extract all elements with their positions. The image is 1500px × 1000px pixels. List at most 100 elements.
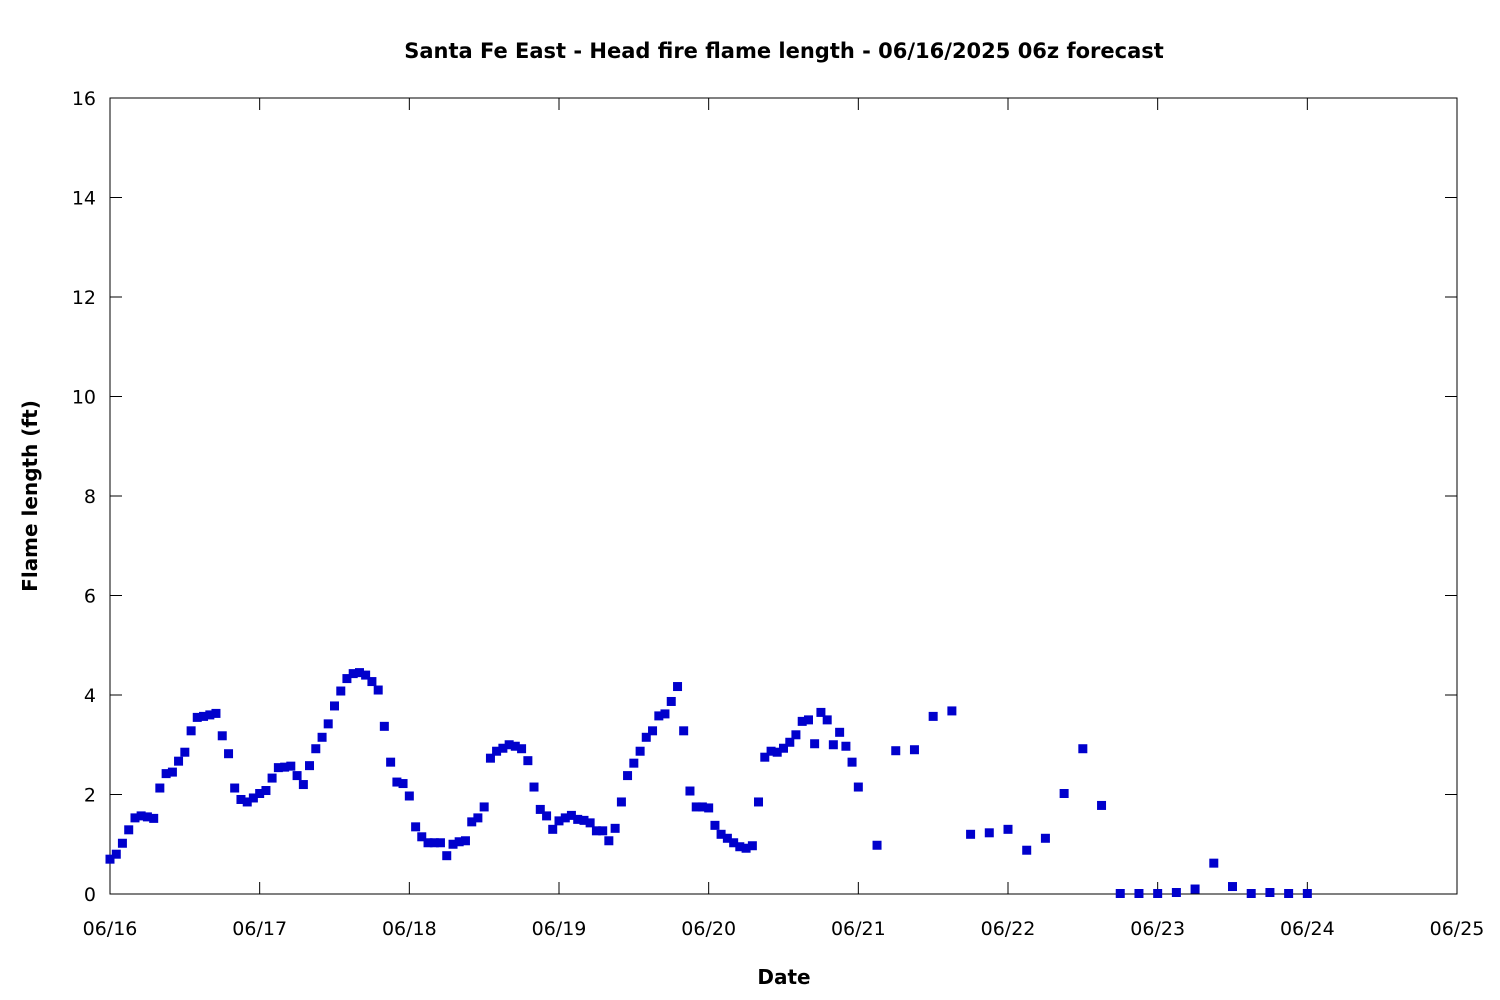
data-point [679,726,689,736]
y-tick-labels: 0 2 4 6 8 10 12 14 16 [72,88,96,906]
data-point [1246,889,1256,898]
data-point [766,746,776,756]
data-point [604,836,614,846]
data-point [591,826,601,836]
data-point [729,838,739,848]
y-tick-label: 6 [84,586,96,608]
data-point [149,813,159,823]
data-point [1171,888,1181,898]
data-point [479,802,489,812]
data-point [429,838,439,848]
data-point [311,744,321,754]
data-point [124,825,134,835]
x-tick-label: 06/21 [831,918,886,940]
data-point [442,851,452,861]
data-point [136,811,146,821]
data-point [735,842,745,852]
data-point [853,782,863,792]
data-point [523,756,533,766]
data-point [398,779,408,789]
x-tick-label: 06/20 [681,918,736,940]
data-point [760,752,770,762]
data-point [423,838,433,848]
y-tick-label: 14 [72,188,96,210]
data-point [1134,889,1144,898]
data-point [791,730,801,740]
data-point [448,839,458,849]
x-tick-label: 06/17 [232,918,287,940]
data-point [117,838,127,848]
data-point [211,708,221,718]
data-point [872,840,882,850]
data-point [548,824,558,834]
data-point [1190,884,1200,894]
data-point [473,813,483,823]
data-point [255,789,265,798]
data-point [111,849,121,859]
data-point [535,804,545,814]
data-point [1228,882,1237,892]
data-point [1302,889,1312,898]
data-point [697,802,707,812]
x-tick-label: 06/19 [532,918,587,940]
data-point [691,802,701,812]
data-point [323,719,333,729]
data-point [928,711,938,721]
data-point [236,794,246,804]
data-point [616,797,626,807]
data-point [1059,789,1069,798]
data-point [722,833,732,843]
data-point [816,707,826,717]
data-point [174,756,184,766]
data-point [610,823,620,833]
data-point [1040,833,1050,843]
y-tick-label: 10 [72,387,96,409]
plot-frame [109,97,1458,895]
data-point [504,740,514,750]
data-point [510,741,520,751]
data-point [1097,800,1107,810]
data-point [704,803,714,813]
data-point [984,828,994,838]
data-point [485,753,495,763]
data-point [1209,858,1219,868]
data-point [648,726,658,736]
data-point [498,743,508,753]
data-point [361,670,371,680]
y-tick-label: 12 [72,287,96,309]
data-point [666,696,676,706]
data-point [373,685,383,695]
data-point [404,791,414,801]
data-point [330,701,339,711]
data-point [336,686,346,696]
data-point [342,674,352,684]
data-point [785,737,795,747]
data-point [367,677,377,687]
data-point [348,669,358,679]
x-axis-title: Date [757,965,810,989]
data-point [797,716,807,726]
data-point [828,740,838,750]
data-point [379,721,389,731]
data-point [772,747,782,757]
data-point [641,732,651,742]
data-point [460,836,470,846]
axis-ticks [109,97,1458,895]
data-point [224,749,234,759]
data-point [317,732,327,742]
data-point [273,763,283,773]
data-point [747,841,757,851]
y-tick-label: 8 [84,486,96,508]
data-point [267,773,277,783]
data-point [573,814,583,824]
data-point [1078,744,1088,754]
data-point [217,731,227,741]
data-point [230,783,240,793]
x-tick-label: 06/23 [1130,918,1185,940]
data-point [803,715,813,725]
y-axis-title: Flame length (ft) [18,400,42,592]
data-point [1022,845,1032,855]
data-point [261,786,271,796]
data-point [891,746,901,756]
